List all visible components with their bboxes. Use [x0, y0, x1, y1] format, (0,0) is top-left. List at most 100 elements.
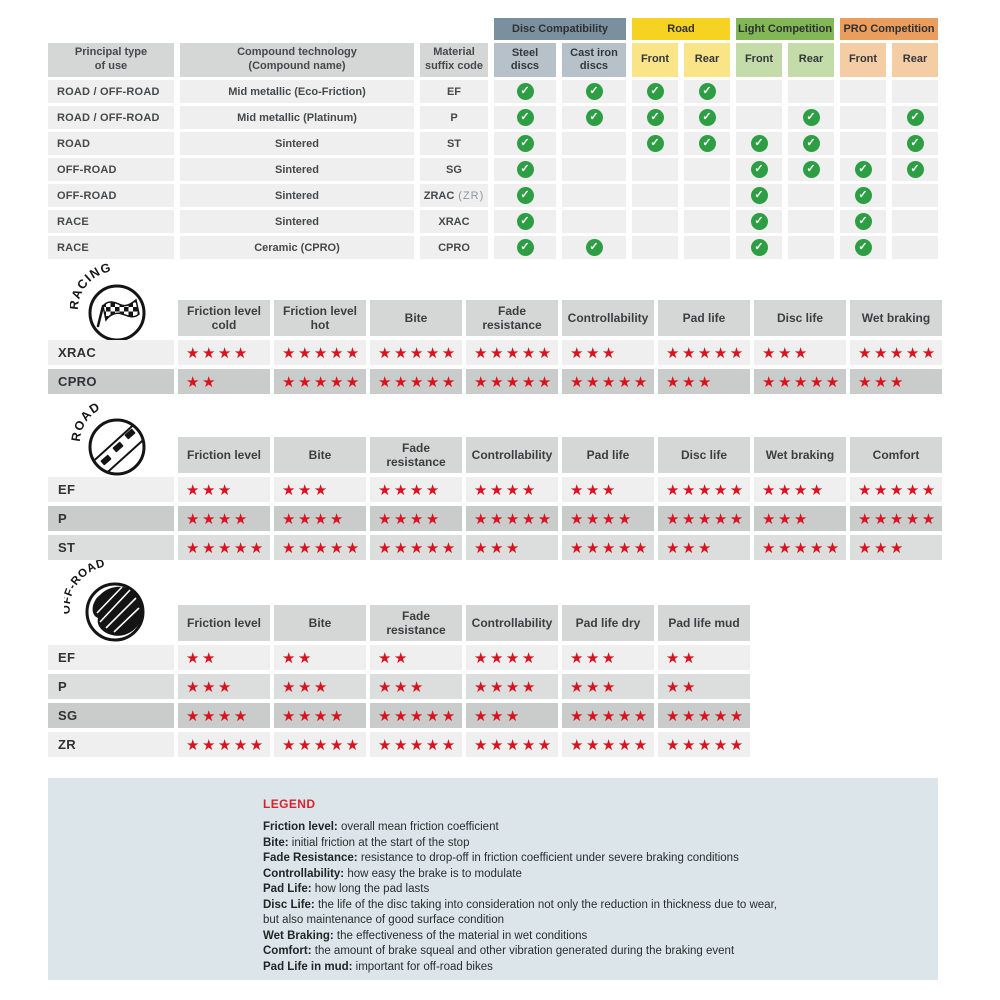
star-rating: ★★★★★	[274, 369, 366, 394]
check-icon: ✓	[516, 161, 534, 178]
check-icon: ✓	[906, 109, 924, 126]
code-text: ZRAC	[423, 189, 455, 202]
star-rating: ★★★	[370, 674, 462, 699]
column-header: Material suffix code	[420, 43, 488, 77]
use-cell: RACE	[48, 210, 174, 233]
check-cell: ✓	[736, 236, 782, 259]
check-cell	[562, 158, 626, 181]
compound-row-label: P	[48, 674, 174, 699]
legend-term: Controllability:	[263, 867, 345, 880]
check-cell: ✓	[632, 80, 678, 103]
legend-item: Pad Life: how long the pad lasts	[263, 883, 430, 895]
legend-items: Friction level: overall mean friction co…	[263, 820, 908, 975]
road-rating-table: Friction level Bite Fade resistance Control…	[48, 437, 942, 560]
header-spacer	[48, 300, 174, 336]
rating-column-header: Friction level hot	[274, 300, 366, 336]
check-cell	[736, 80, 782, 103]
check-cell: ✓	[840, 158, 886, 181]
star-rating: ★★★★	[754, 477, 846, 502]
check-cell: ✓	[494, 132, 556, 155]
header-spacer	[48, 437, 174, 473]
check-icon: ✓	[750, 161, 768, 178]
rating-column-header: Friction level cold	[178, 300, 270, 336]
check-cell: ✓	[562, 236, 626, 259]
star-rating: ★★★★★	[370, 535, 462, 560]
compound-row-label: EF	[48, 645, 174, 670]
star-rating: ★★★★★	[178, 535, 270, 560]
star-rating: ★★★★★	[658, 732, 750, 757]
check-icon: ✓	[516, 83, 534, 100]
check-cell: ✓	[494, 158, 556, 181]
star-rating: ★★★	[658, 369, 750, 394]
legend-box: LEGEND Friction level: overall mean fric…	[48, 778, 938, 980]
star-rating: ★★★	[274, 477, 366, 502]
star-rating: ★★	[178, 369, 270, 394]
check-icon: ✓	[698, 83, 716, 100]
code-cell: SG	[420, 158, 488, 181]
compound-cell: Sintered	[180, 210, 414, 233]
compound-row-label: EF	[48, 477, 174, 502]
offroad-icon: OFF-ROAD	[64, 558, 145, 642]
sub-column-header: Steel discs	[494, 43, 556, 77]
star-rating: ★★★★★	[658, 340, 750, 365]
check-cell: ✓	[562, 106, 626, 129]
check-icon: ✓	[646, 135, 664, 152]
rating-column-header: Wet braking	[850, 300, 942, 336]
check-cell	[840, 80, 886, 103]
check-icon: ✓	[585, 239, 603, 256]
legend-term: Bite:	[263, 836, 289, 849]
racing-rating-table: Friction level cold Friction level hot Bit…	[48, 300, 942, 394]
check-cell	[892, 236, 938, 259]
sub-column-header: Rear	[788, 43, 834, 77]
use-cell: ROAD	[48, 132, 174, 155]
star-rating: ★★★★★	[658, 477, 750, 502]
code-text: ST	[446, 137, 462, 150]
check-cell: ✓	[494, 80, 556, 103]
star-rating: ★★★★	[466, 645, 558, 670]
check-cell: ✓	[788, 106, 834, 129]
offroad-rating-table: Friction level Bite Fade resistance Control…	[48, 605, 750, 757]
star-rating: ★★★★★	[658, 506, 750, 531]
check-cell	[788, 80, 834, 103]
check-cell: ✓	[632, 106, 678, 129]
star-rating: ★★★★	[274, 703, 366, 728]
sub-column-header: Front	[736, 43, 782, 77]
check-icon: ✓	[854, 213, 872, 230]
group-header: Light Competition	[736, 18, 834, 40]
star-rating: ★★★	[274, 674, 366, 699]
check-icon: ✓	[585, 83, 603, 100]
rating-column-header: Fade resistance	[466, 300, 558, 336]
star-rating: ★★★★	[562, 506, 654, 531]
legend-item: Pad Life in mud: important for off-road …	[263, 960, 493, 973]
compound-cell: Mid metallic (Eco-Friction)	[180, 80, 414, 103]
code-cell: ZRAC (ZR)	[420, 184, 488, 207]
code-cell: ST	[420, 132, 488, 155]
check-cell: ✓	[840, 210, 886, 233]
star-rating: ★★★★★	[466, 340, 558, 365]
legend-title: LEGEND	[263, 797, 316, 811]
star-rating: ★★★★	[370, 506, 462, 531]
sub-column-header: Rear	[892, 43, 938, 77]
rating-column-header: Fade resistance	[370, 605, 462, 641]
legend-term: Friction level:	[263, 821, 338, 833]
legend-term: Comfort:	[263, 945, 312, 957]
star-rating: ★★★★★	[370, 369, 462, 394]
check-cell	[736, 106, 782, 129]
star-rating: ★★★	[562, 340, 654, 365]
check-icon: ✓	[516, 135, 534, 152]
check-cell: ✓	[788, 158, 834, 181]
star-rating: ★★★	[466, 535, 558, 560]
compound-row-label: CPRO	[48, 369, 174, 394]
legend-item: Controllability: how easy the brake is t…	[263, 867, 522, 880]
rating-column-header: Pad life mud	[658, 605, 750, 641]
star-rating: ★★★★★	[562, 703, 654, 728]
sub-column-header: Cast iron discs	[562, 43, 626, 77]
rating-column-header: Pad life dry	[562, 605, 654, 641]
check-cell: ✓	[494, 210, 556, 233]
star-rating: ★★★★★	[370, 340, 462, 365]
star-rating: ★★★★★	[370, 703, 462, 728]
code-text: SG	[446, 163, 462, 176]
check-cell	[892, 210, 938, 233]
check-cell: ✓	[736, 132, 782, 155]
check-cell: ✓	[892, 158, 938, 181]
